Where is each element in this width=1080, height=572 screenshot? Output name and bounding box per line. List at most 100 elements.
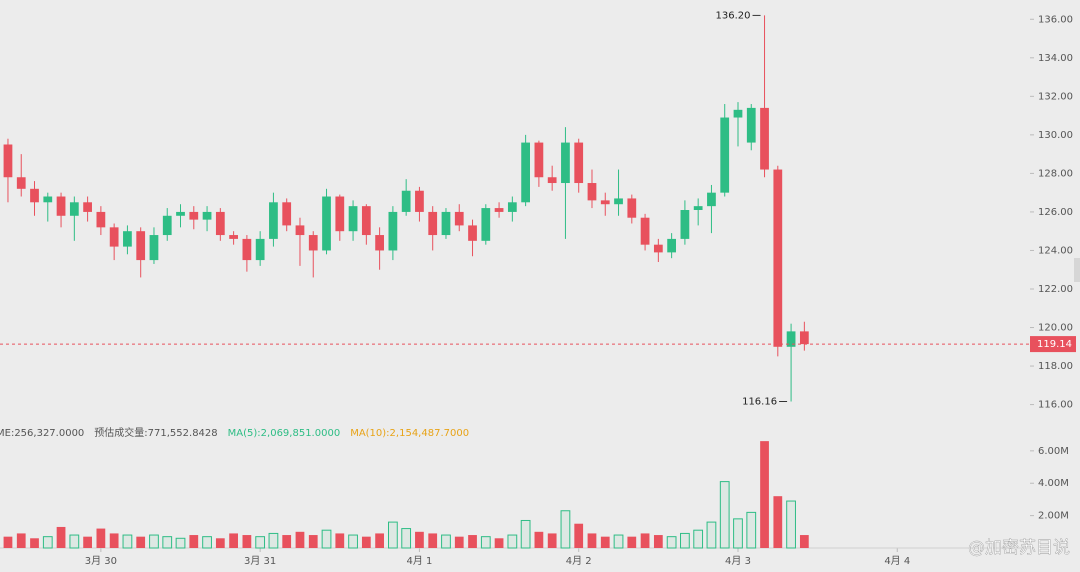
candle-body <box>43 196 53 203</box>
volume-bar <box>441 534 451 549</box>
candle-body <box>667 238 677 253</box>
candle-body <box>255 238 265 261</box>
volume-bar <box>215 538 225 548</box>
x-tick-label: 4月 1 <box>406 555 432 567</box>
candle-body <box>547 177 557 184</box>
candle-body <box>30 188 39 203</box>
candle-body <box>468 225 477 241</box>
volume-tick-label: 2.00M <box>1038 511 1069 522</box>
volume-bar <box>468 535 477 548</box>
candle-body <box>348 206 358 232</box>
volume-bar <box>693 529 704 549</box>
volume-legend: MA(5):2,069,851.0000 <box>228 428 341 439</box>
candle-body <box>574 142 584 184</box>
y-tick-label: 118.00 <box>1038 361 1073 372</box>
x-tick-label: 4月 3 <box>725 555 751 567</box>
candle-body <box>123 231 132 247</box>
candle-body <box>3 144 13 178</box>
volume-bar <box>733 518 743 549</box>
candle-body <box>229 235 238 239</box>
volume-bar <box>627 536 637 548</box>
volume-bar <box>30 538 39 548</box>
volume-bar <box>388 521 398 549</box>
y-tick-label: 124.00 <box>1038 245 1073 256</box>
volume-bar <box>282 535 292 548</box>
candle-body <box>69 202 79 216</box>
volume-bar <box>401 528 412 549</box>
volume-bar <box>162 536 173 549</box>
candle-body <box>375 235 384 251</box>
last-price-box <box>1030 336 1076 353</box>
candle-body <box>109 227 119 247</box>
volume-bar <box>760 441 769 548</box>
volume-bar <box>255 536 266 549</box>
candle-body <box>454 211 464 226</box>
candle-body <box>773 169 783 347</box>
volume-bar <box>69 534 80 549</box>
volume-bar <box>613 534 624 549</box>
candle-body <box>361 206 371 236</box>
candle-body <box>428 211 438 236</box>
candle-body <box>640 217 650 245</box>
volume-bar <box>507 534 518 549</box>
y-tick-label: 128.00 <box>1038 168 1073 179</box>
candle-body <box>507 202 517 212</box>
candle-body <box>534 142 544 178</box>
candle-body <box>282 202 292 226</box>
candle-body <box>627 198 637 218</box>
candle-body <box>746 107 756 143</box>
volume-legend: MA(10):2,154,487.7000 <box>350 428 469 439</box>
volume-bar <box>494 538 504 548</box>
y-tick-label: 126.00 <box>1038 207 1073 218</box>
x-tick-label: 3月 30 <box>85 555 117 567</box>
candle-body <box>136 231 146 261</box>
candle-body <box>83 202 92 212</box>
candle-body <box>614 198 623 205</box>
volume-bar <box>640 533 650 548</box>
volume-tick-label: 4.00M <box>1038 478 1069 489</box>
candle-body <box>242 238 252 261</box>
volume-bar <box>335 533 345 548</box>
volume-bar <box>587 533 597 548</box>
volume-bar <box>308 535 318 548</box>
y-tick-label: 130.00 <box>1038 130 1073 141</box>
y-tick-label: 132.00 <box>1038 91 1073 102</box>
volume-tick-label: 6.00M <box>1038 446 1069 457</box>
volume-bar <box>799 535 809 548</box>
volume-bar <box>348 534 358 549</box>
volume-bar <box>96 528 106 548</box>
candle-body <box>481 208 491 241</box>
side-handle[interactable] <box>1074 258 1080 282</box>
volume-bar <box>375 533 384 548</box>
candle-body <box>162 215 172 236</box>
candle-body <box>786 331 796 347</box>
volume-bar <box>706 521 717 549</box>
candle-body <box>16 177 26 189</box>
y-tick-label: 122.00 <box>1038 284 1073 295</box>
volume-bar <box>295 531 305 548</box>
volume-bar <box>83 536 92 548</box>
candle-body <box>149 235 159 261</box>
y-tick-label: 134.00 <box>1038 53 1073 64</box>
volume-bar <box>42 536 53 549</box>
volume-bar <box>122 534 133 549</box>
volume-bar <box>666 536 677 549</box>
candle-body <box>308 235 318 251</box>
volume-bar <box>534 531 544 548</box>
volume-bar <box>361 536 371 548</box>
volume-bar <box>56 526 66 548</box>
x-tick-label: 3月 31 <box>244 555 276 567</box>
candle-body <box>521 142 530 203</box>
volume-legend: ME:256,327.0000 <box>0 428 84 439</box>
volume-bar <box>415 531 424 548</box>
volume-bar <box>719 481 730 549</box>
candle-body <box>335 196 345 232</box>
candle-body <box>561 142 570 184</box>
y-tick-label: 136.00 <box>1038 14 1073 25</box>
candle-body <box>733 109 743 118</box>
candle-body <box>441 211 451 236</box>
volume-bar <box>653 535 663 548</box>
extreme-label: 136.20 <box>716 10 751 21</box>
volume-bar <box>786 500 796 549</box>
